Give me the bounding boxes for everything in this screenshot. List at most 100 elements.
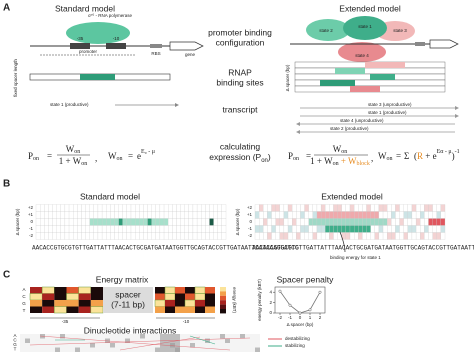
heat-cell (325, 204, 330, 212)
heat-cell (44, 232, 49, 240)
heat-cell (312, 218, 318, 226)
heat-cell (155, 211, 161, 219)
heat-cell (312, 204, 318, 212)
heat-cell (316, 204, 322, 212)
matrix-cell (165, 306, 175, 313)
heat-cell (259, 232, 264, 240)
heat-cell (259, 218, 264, 226)
heat-cell (97, 225, 103, 233)
heat-cell (345, 225, 351, 233)
heat-cell (428, 218, 433, 226)
heat-cell (333, 218, 338, 226)
heat-cell (432, 225, 437, 233)
heat-cell (428, 232, 433, 240)
heat-cell (77, 225, 82, 233)
text: 1 + W (310, 156, 333, 166)
y-tick-label: -1 (29, 226, 33, 231)
heat-cell (395, 232, 400, 240)
heat-cell (221, 225, 227, 233)
heat-cell (271, 232, 276, 240)
text: 1 + W (59, 156, 82, 166)
heat-cell (325, 232, 330, 240)
base: T (23, 308, 26, 313)
strip-cell (105, 338, 110, 343)
heat-cell (176, 204, 181, 212)
colorbar (220, 287, 226, 292)
heat-cell (329, 204, 334, 212)
heat-cell (420, 225, 425, 233)
heat-cell (366, 232, 371, 240)
heat-cell (209, 204, 214, 212)
label: state 1 (358, 24, 372, 29)
heat-cell (325, 211, 330, 219)
label: -35 (62, 319, 69, 324)
heat-cell (259, 225, 264, 233)
label: state 4 (unproductive) (340, 118, 384, 123)
label: -10 (113, 36, 120, 41)
heat-cell (428, 211, 433, 219)
text: on (74, 149, 80, 155)
heat-cell (188, 218, 194, 226)
matrix-cell (195, 300, 205, 307)
heat-cell (130, 211, 136, 219)
heat-cell (110, 232, 115, 240)
heat-cell (73, 218, 78, 226)
heat-cell (205, 204, 210, 212)
heat-cell (188, 204, 194, 212)
heat-cell (300, 204, 305, 212)
label: σ⁷⁰ - RNA polymerase (88, 13, 132, 18)
strip-block (160, 334, 180, 352)
heat-cell (325, 225, 330, 233)
heat-cell (415, 218, 421, 226)
y-tick-label: -2 (248, 233, 252, 238)
matrix-cell (175, 287, 185, 294)
heat-cell (93, 218, 99, 226)
heat-cell (259, 204, 264, 212)
matrix-cell (194, 286, 206, 294)
heat-cell (159, 225, 165, 233)
label: gene (185, 52, 196, 57)
legend-label: stabilizing (285, 343, 305, 348)
heat-cell (292, 232, 297, 240)
state-blob (338, 42, 386, 62)
heat-cell (275, 218, 280, 226)
heat-cell (366, 204, 371, 212)
heat-cell (254, 225, 260, 233)
heat-cell (271, 225, 276, 233)
heat-cell (329, 225, 334, 233)
heat-cell (283, 211, 289, 219)
title: Standard model (55, 3, 115, 13)
heat-cell (370, 211, 375, 219)
title: Spacer penalty (277, 274, 334, 284)
heat-cell (52, 211, 57, 219)
strip-cell (155, 347, 160, 352)
heat-cell (403, 211, 408, 219)
heat-cell (308, 218, 313, 226)
heat-cell (440, 225, 446, 233)
heat-cell (143, 204, 148, 212)
heat-cell (163, 211, 169, 219)
x-tick-label: 1 (309, 315, 312, 320)
heat-cell (97, 232, 103, 240)
strip-cell (25, 338, 30, 343)
heat-cell (44, 218, 49, 226)
heat-cell (151, 225, 156, 233)
heat-cell (283, 218, 289, 226)
penalty-point (278, 289, 282, 293)
heat-cell (143, 232, 148, 240)
heat-cell (122, 211, 127, 219)
base: G (22, 301, 26, 306)
site (350, 86, 380, 92)
heat-cell (135, 232, 140, 240)
heat-cell (378, 218, 384, 226)
heat-cell (192, 211, 198, 219)
heat-cell (130, 225, 136, 233)
matrix-cell (90, 306, 104, 314)
base: A (22, 287, 25, 292)
heat-cell (56, 218, 61, 226)
formula: Won (66, 144, 81, 155)
text: on (333, 161, 339, 167)
heat-cell (436, 225, 441, 233)
heat-cell (325, 218, 330, 226)
